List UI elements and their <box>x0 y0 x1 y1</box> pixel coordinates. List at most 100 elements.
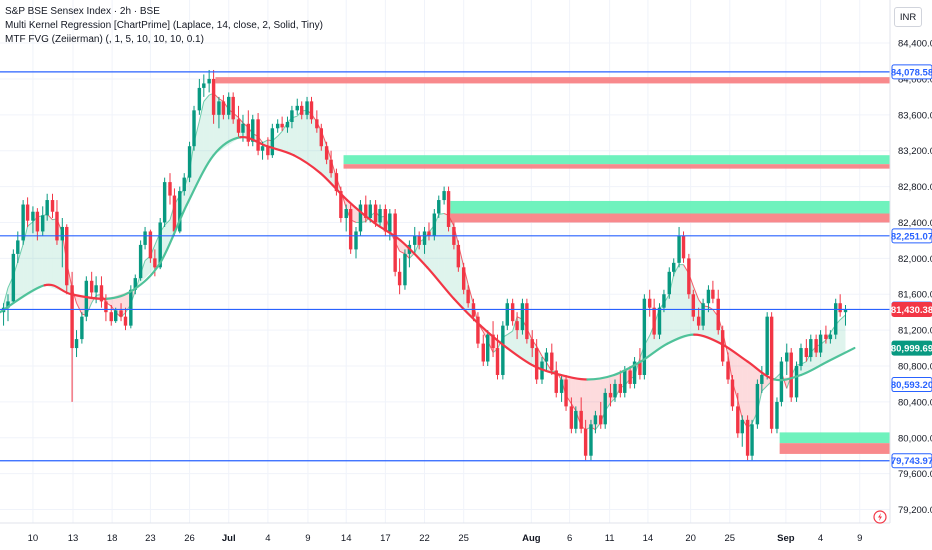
x-tick-label: 25 <box>725 533 736 544</box>
candle-body <box>515 321 519 331</box>
candle-body <box>319 128 324 147</box>
fast-kernel-segment <box>198 101 205 122</box>
candle-body <box>505 303 510 326</box>
kernel-segment <box>613 360 642 377</box>
indicator-kernel-regression[interactable]: Multi Kernel Regression [ChartPrime] (La… <box>5 20 323 31</box>
candle-body <box>520 303 525 331</box>
kernel-segment <box>799 360 829 377</box>
candle-body <box>623 370 627 393</box>
price-tag-label: 82,251.07 <box>891 231 932 242</box>
candle-body <box>172 195 177 232</box>
candle-body <box>736 406 740 434</box>
candle-body <box>530 339 534 349</box>
y-tick-label: 82,800.00 <box>898 182 932 193</box>
fast-kernel-segment <box>692 285 700 300</box>
candle-body <box>422 231 427 245</box>
candle-body <box>123 316 128 326</box>
fvg-zone-bear <box>215 77 890 84</box>
candle-body <box>89 280 94 293</box>
kernel-segment <box>132 261 162 291</box>
candle-body <box>202 83 206 88</box>
indicator-mtf-fvg[interactable]: MTF FVG (Zeiierman) (, 1, 5, 10, 10, 10,… <box>5 34 204 45</box>
fast-kernel-segment <box>203 94 210 102</box>
kernel-segment <box>452 297 482 327</box>
price-axis[interactable]: 84,400.00 84,000.00 83,600.00 83,200.00 82,8… <box>889 0 932 550</box>
candle-body <box>295 105 299 111</box>
candle-body <box>799 348 803 367</box>
candle-body <box>305 101 309 115</box>
candle-body <box>133 278 137 290</box>
candle-body <box>348 209 353 250</box>
candle-body <box>481 343 485 362</box>
kernel-band <box>571 376 576 411</box>
candle-body <box>657 307 662 335</box>
candle-body <box>701 303 705 326</box>
kernel-segment <box>105 288 135 300</box>
candle-body <box>706 289 711 304</box>
kernel-band <box>203 95 210 174</box>
candle-body <box>388 213 392 232</box>
kernel-band <box>428 225 435 276</box>
x-tick-label: 25 <box>458 533 469 544</box>
candle-body <box>730 379 735 407</box>
candle-body <box>593 415 598 425</box>
candle-body <box>785 352 789 362</box>
fast-kernel-segment <box>512 316 518 332</box>
candle-body <box>403 253 407 286</box>
candle-body <box>486 334 490 362</box>
candle-body <box>187 146 192 178</box>
time-axis[interactable]: 10 13 18 23 26 Jul 4 9 14 17 22 25 Aug 6 11 14 20 25 Sep 4 9 <box>0 522 890 544</box>
candle-body <box>672 262 676 272</box>
kernel-segment <box>479 324 509 350</box>
y-tick-label: 83,200.00 <box>898 146 932 157</box>
candle-body <box>266 146 270 156</box>
x-tick-label: 14 <box>341 533 352 544</box>
y-tick-label: 79,600.00 <box>898 469 932 480</box>
kernel-segment <box>70 293 108 300</box>
kernel-band <box>301 110 308 165</box>
candle-body <box>397 271 402 286</box>
x-tick-label: 6 <box>567 533 572 544</box>
kernel-band <box>404 244 410 259</box>
symbol-title[interactable]: S&P BSE Sensex Index · 2h · BSE <box>5 6 160 17</box>
kernel-segment <box>773 373 803 382</box>
candle-body <box>285 122 290 128</box>
kernel-band <box>444 213 449 293</box>
candle-body <box>745 419 750 456</box>
candle-body <box>246 123 251 142</box>
x-tick-label: 18 <box>107 533 118 544</box>
kernel-band <box>419 238 425 265</box>
fvg-zone-bear <box>450 213 890 223</box>
kernel-segment <box>185 154 215 206</box>
kernel-segment <box>0 284 46 314</box>
kernel-band <box>507 331 513 352</box>
x-tick-label: 23 <box>145 533 156 544</box>
candle-body <box>280 123 284 128</box>
candle-body <box>559 379 564 393</box>
kernel-band <box>708 306 713 341</box>
fast-kernel-segment <box>3 287 9 305</box>
candle-body <box>84 280 89 317</box>
candle-body <box>168 182 172 196</box>
candle-body <box>211 78 216 115</box>
currency-button[interactable]: INR <box>894 7 922 27</box>
candle-body <box>583 428 588 456</box>
kernel-segment <box>746 360 776 381</box>
candle-body <box>442 191 446 201</box>
candle-body <box>413 235 417 245</box>
kernel-segment <box>826 346 856 363</box>
candle-body <box>148 231 153 259</box>
candle-body <box>358 204 363 232</box>
tradingview-logo-icon[interactable] <box>873 510 887 524</box>
candle-body <box>11 253 16 302</box>
kernel-band <box>277 131 283 152</box>
kernel-segment <box>346 198 375 224</box>
candle-body <box>691 294 696 317</box>
candle-body <box>740 419 744 434</box>
candle-body <box>339 191 343 218</box>
kernel-segment <box>212 136 242 157</box>
candle-body <box>642 298 647 375</box>
kernel-band <box>27 221 33 296</box>
candle-body <box>60 226 65 241</box>
